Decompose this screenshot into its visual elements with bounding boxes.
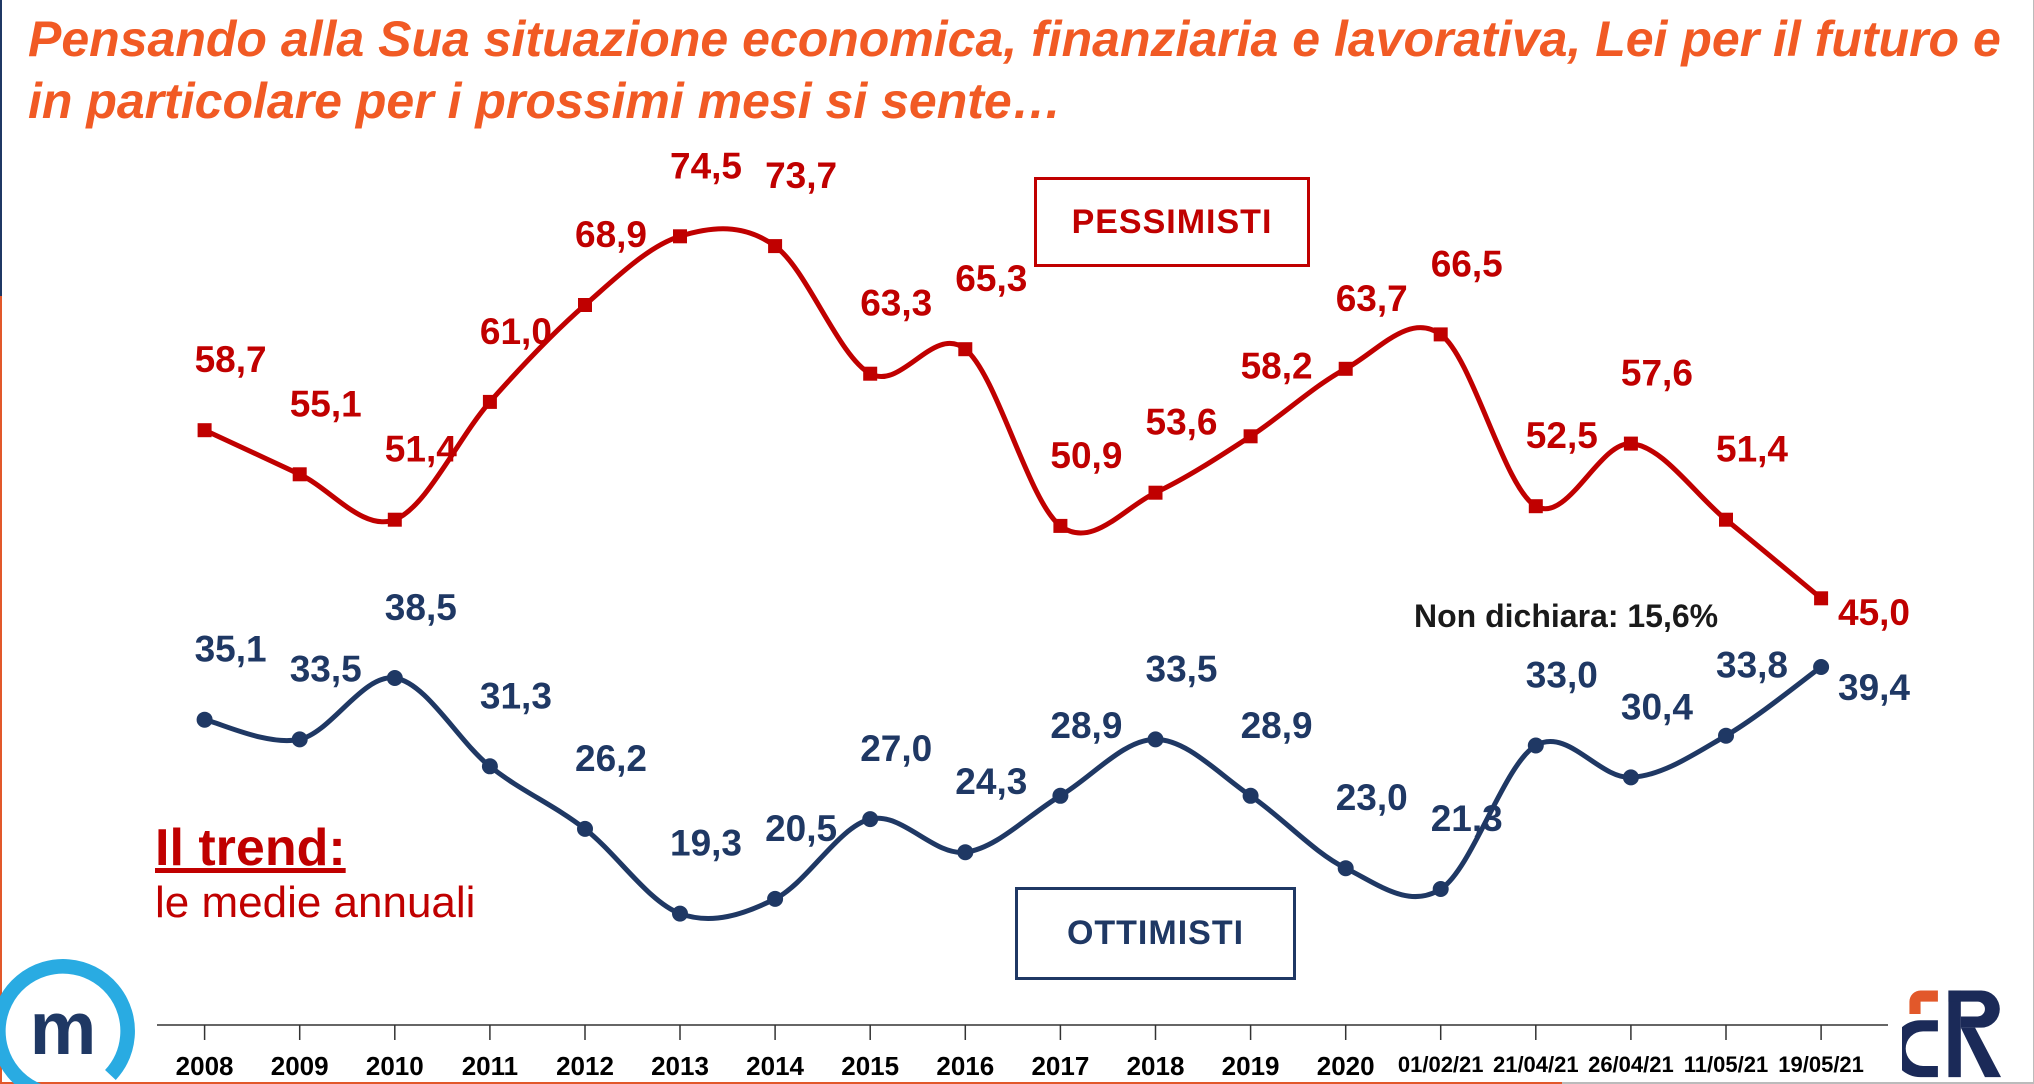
svg-text:53,6: 53,6	[1146, 402, 1218, 443]
svg-text:27,0: 27,0	[860, 728, 932, 769]
svg-text:2012: 2012	[556, 1051, 614, 1081]
svg-text:50,9: 50,9	[1050, 435, 1122, 476]
svg-text:39,4: 39,4	[1838, 667, 1910, 708]
svg-text:33,5: 33,5	[290, 648, 362, 689]
svg-text:21/04/21: 21/04/21	[1493, 1052, 1579, 1077]
svg-text:23,0: 23,0	[1336, 777, 1408, 818]
svg-text:2010: 2010	[366, 1051, 424, 1081]
svg-text:26,2: 26,2	[575, 738, 647, 779]
svg-text:2018: 2018	[1127, 1051, 1185, 1081]
svg-text:01/02/21: 01/02/21	[1398, 1052, 1484, 1077]
svg-text:58,7: 58,7	[195, 339, 267, 380]
svg-text:2008: 2008	[176, 1051, 234, 1081]
svg-text:24,3: 24,3	[955, 761, 1027, 802]
svg-text:61,0: 61,0	[480, 311, 552, 352]
svg-text:73,7: 73,7	[765, 155, 837, 196]
svg-text:30,4: 30,4	[1621, 686, 1693, 727]
svg-text:28,9: 28,9	[1050, 705, 1122, 746]
svg-text:51,4: 51,4	[385, 429, 457, 470]
svg-text:31,3: 31,3	[480, 675, 552, 716]
svg-text:55,1: 55,1	[290, 383, 362, 424]
svg-text:2009: 2009	[271, 1051, 329, 1081]
svg-text:52,5: 52,5	[1526, 415, 1598, 456]
svg-text:58,2: 58,2	[1241, 345, 1313, 386]
svg-text:21,3: 21,3	[1431, 798, 1503, 839]
svg-text:33,8: 33,8	[1716, 645, 1788, 686]
svg-text:2017: 2017	[1031, 1051, 1089, 1081]
svg-text:2016: 2016	[936, 1051, 994, 1081]
svg-text:19/05/21: 19/05/21	[1778, 1052, 1864, 1077]
svg-text:38,5: 38,5	[385, 587, 457, 628]
svg-text:11/05/21: 11/05/21	[1684, 1052, 1768, 1077]
svg-text:20,5: 20,5	[765, 808, 837, 849]
svg-text:63,7: 63,7	[1336, 278, 1408, 319]
svg-text:2014: 2014	[746, 1051, 804, 1081]
svg-text:19,3: 19,3	[670, 823, 742, 864]
svg-text:33,5: 33,5	[1146, 648, 1218, 689]
svg-text:2015: 2015	[841, 1051, 899, 1081]
svg-text:68,9: 68,9	[575, 214, 647, 255]
svg-text:2020: 2020	[1317, 1051, 1375, 1081]
svg-text:2013: 2013	[651, 1051, 709, 1081]
svg-text:65,3: 65,3	[955, 258, 1027, 299]
svg-text:2011: 2011	[462, 1051, 518, 1081]
svg-text:45,0: 45,0	[1838, 592, 1910, 633]
svg-text:63,3: 63,3	[860, 283, 932, 324]
svg-text:2019: 2019	[1222, 1051, 1280, 1081]
svg-text:28,9: 28,9	[1241, 705, 1313, 746]
svg-text:m: m	[30, 986, 97, 1070]
svg-text:26/04/21: 26/04/21	[1588, 1052, 1674, 1077]
svg-text:51,4: 51,4	[1716, 429, 1788, 470]
svg-text:74,5: 74,5	[670, 145, 742, 186]
svg-text:57,6: 57,6	[1621, 353, 1693, 394]
svg-text:35,1: 35,1	[195, 629, 267, 670]
svg-text:33,0: 33,0	[1526, 655, 1598, 696]
svg-text:66,5: 66,5	[1431, 243, 1503, 284]
